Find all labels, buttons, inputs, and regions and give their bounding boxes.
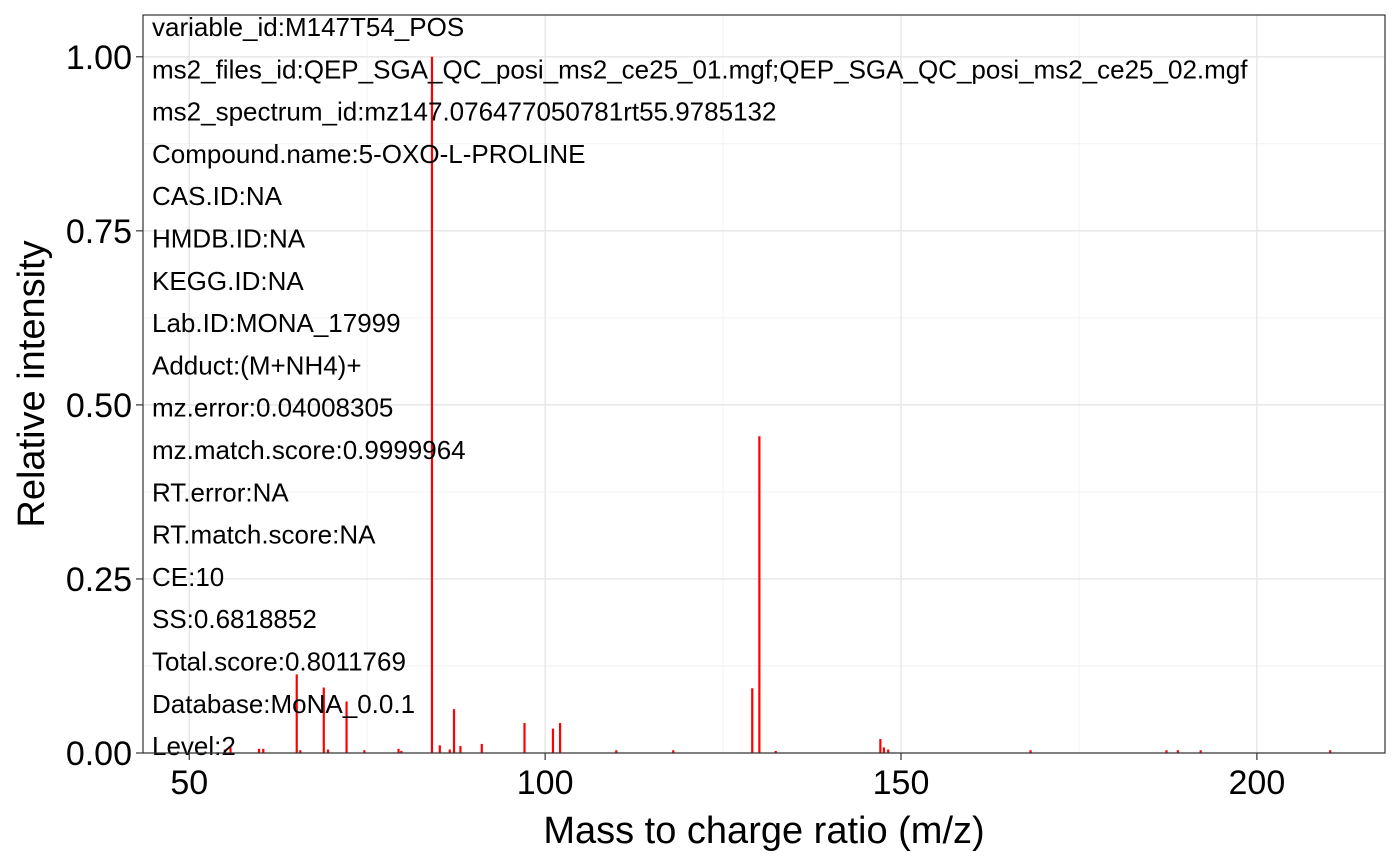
x-tick-label: 200 xyxy=(1229,764,1286,802)
annotation-line: Compound.name:5-OXO-L-PROLINE xyxy=(152,139,586,169)
x-tick-label: 100 xyxy=(517,764,574,802)
annotation-line: CE:10 xyxy=(152,562,224,592)
annotation-line: Level:2 xyxy=(152,731,236,761)
y-axis-ticks: 0.00 0.25 0.50 0.75 1.00 xyxy=(66,39,143,773)
annotation-line: variable_id:M147T54_POS xyxy=(152,12,464,42)
annotation-line: ms2_files_id:QEP_SGA_QC_posi_ms2_ce25_01… xyxy=(152,54,1248,84)
major-gridlines xyxy=(143,15,1385,754)
annotation-line: CAS.ID:NA xyxy=(152,181,283,211)
y-axis-title: Relative intensity xyxy=(11,240,53,527)
y-tick-label: 0.00 xyxy=(66,735,132,773)
x-axis-title: Mass to charge ratio (m/z) xyxy=(543,810,984,852)
annotation-line: Total.score:0.8011769 xyxy=(152,647,406,677)
annotation-line: mz.match.score:0.9999964 xyxy=(152,435,466,465)
spectrum-bars xyxy=(223,56,1332,753)
annotation-line: RT.error:NA xyxy=(152,477,289,507)
y-tick-label: 0.25 xyxy=(66,561,132,599)
plot-panel-border xyxy=(142,14,1386,754)
x-axis-ticks: 50 100 150 200 xyxy=(170,753,1285,802)
annotation-line: KEGG.ID:NA xyxy=(152,266,304,296)
annotation-line: Adduct:(M+NH4)+ xyxy=(152,350,362,380)
minor-gridlines xyxy=(143,15,1385,753)
y-tick-label: 0.50 xyxy=(66,387,132,425)
annotation-line: RT.match.score:NA xyxy=(152,520,376,550)
spectrum-annotations: variable_id:M147T54_POS ms2_files_id:QEP_… xyxy=(152,12,1248,761)
annotation-line: SS:0.6818852 xyxy=(152,604,317,634)
x-tick-label: 50 xyxy=(170,764,208,802)
y-tick-label: 1.00 xyxy=(66,39,132,77)
annotation-line: Database:MoNA_0.0.1 xyxy=(152,689,415,719)
x-tick-label: 150 xyxy=(873,764,930,802)
annotation-line: Lab.ID:MONA_17999 xyxy=(152,308,401,338)
annotation-line: mz.error:0.04008305 xyxy=(152,393,393,423)
y-tick-label: 0.75 xyxy=(66,213,132,251)
plot-panel-background xyxy=(143,15,1385,753)
annotation-line: HMDB.ID:NA xyxy=(152,224,306,254)
annotation-line: ms2_spectrum_id:mz147.076477050781rt55.9… xyxy=(152,97,776,127)
